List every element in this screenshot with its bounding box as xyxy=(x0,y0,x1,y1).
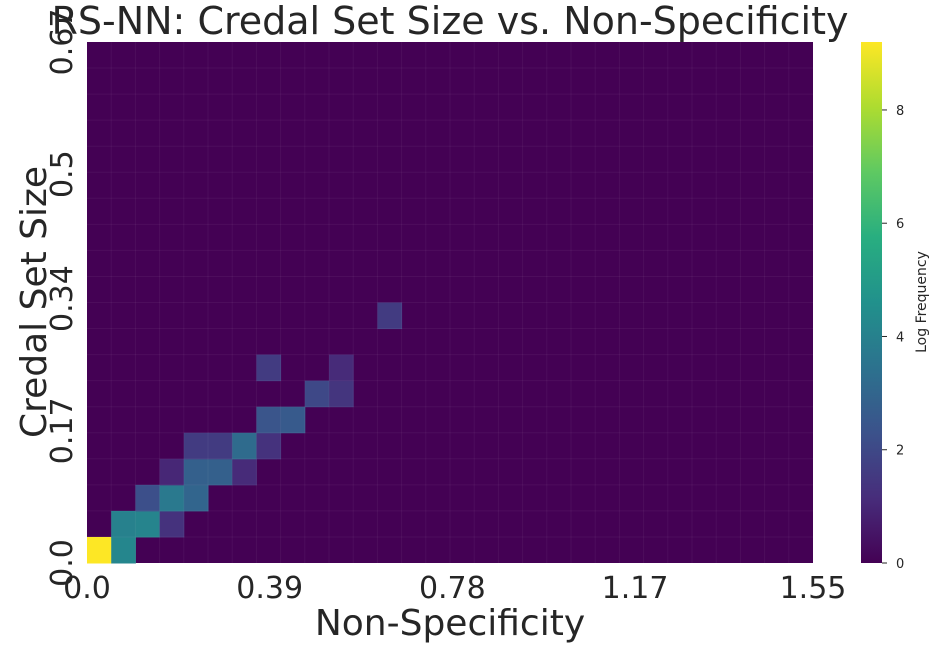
heatmap-cell xyxy=(232,458,257,486)
heatmap-cell xyxy=(232,432,257,460)
heatmap-cell xyxy=(183,432,209,460)
x-tick-label: 1.55 xyxy=(780,571,847,606)
plot-area xyxy=(87,42,813,564)
heatmap-cell xyxy=(111,510,136,538)
heatmap-cell xyxy=(183,458,209,486)
colorbar-tick-label: 8 xyxy=(896,104,904,119)
heatmap-cell xyxy=(183,484,209,512)
colorbar-gradient xyxy=(861,42,882,563)
x-tick-label: 0.0 xyxy=(63,571,111,606)
colorbar-tick-label: 6 xyxy=(896,217,904,232)
heatmap-cell xyxy=(256,406,282,434)
heatmap-cell xyxy=(159,510,185,538)
y-tick-label: 0.0 xyxy=(45,539,80,587)
chart-title: RS-NN: Credal Set Size vs. Non-Specifici… xyxy=(51,0,848,43)
colorbar: 0 2 4 6 8 xyxy=(861,42,904,572)
heatmap-cell xyxy=(208,432,233,460)
heatmap-cell xyxy=(304,380,330,408)
heatmap-cell xyxy=(159,458,185,486)
heatmap-cell xyxy=(329,380,354,408)
heatmap-cell xyxy=(256,432,282,460)
colorbar-label: Log Frequency xyxy=(914,251,930,353)
heatmap-cell xyxy=(329,354,354,382)
x-axis-ticks: 0.0 0.39 0.78 1.17 1.55 xyxy=(63,571,846,606)
y-tick-label: 0.34 xyxy=(45,265,80,332)
heatmap-cell xyxy=(208,458,233,486)
y-axis-ticks: 0.0 0.17 0.34 0.5 0.67 xyxy=(45,9,80,587)
colorbar-tick-label: 4 xyxy=(896,330,904,345)
heatmap-cell xyxy=(111,536,136,564)
x-tick-label: 0.78 xyxy=(419,571,486,606)
heatmap-cell xyxy=(87,536,112,564)
heatmap-cell xyxy=(135,510,161,538)
x-tick-label: 0.39 xyxy=(236,571,303,606)
y-tick-label: 0.67 xyxy=(45,9,80,76)
heatmap-cell xyxy=(377,302,403,330)
heatmap-cell xyxy=(280,406,306,434)
y-tick-label: 0.5 xyxy=(45,150,80,198)
x-tick-label: 1.17 xyxy=(602,571,669,606)
heatmap-cell xyxy=(256,354,282,382)
heatmap-cell xyxy=(159,484,185,512)
colorbar-tick-label: 2 xyxy=(896,444,904,459)
colorbar-tick-label: 0 xyxy=(896,557,904,572)
y-axis-label: Credal Set Size xyxy=(14,166,55,438)
y-tick-label: 0.17 xyxy=(45,397,80,464)
x-axis-label: Non-Specificity xyxy=(315,603,585,644)
heatmap-cell xyxy=(135,484,161,512)
